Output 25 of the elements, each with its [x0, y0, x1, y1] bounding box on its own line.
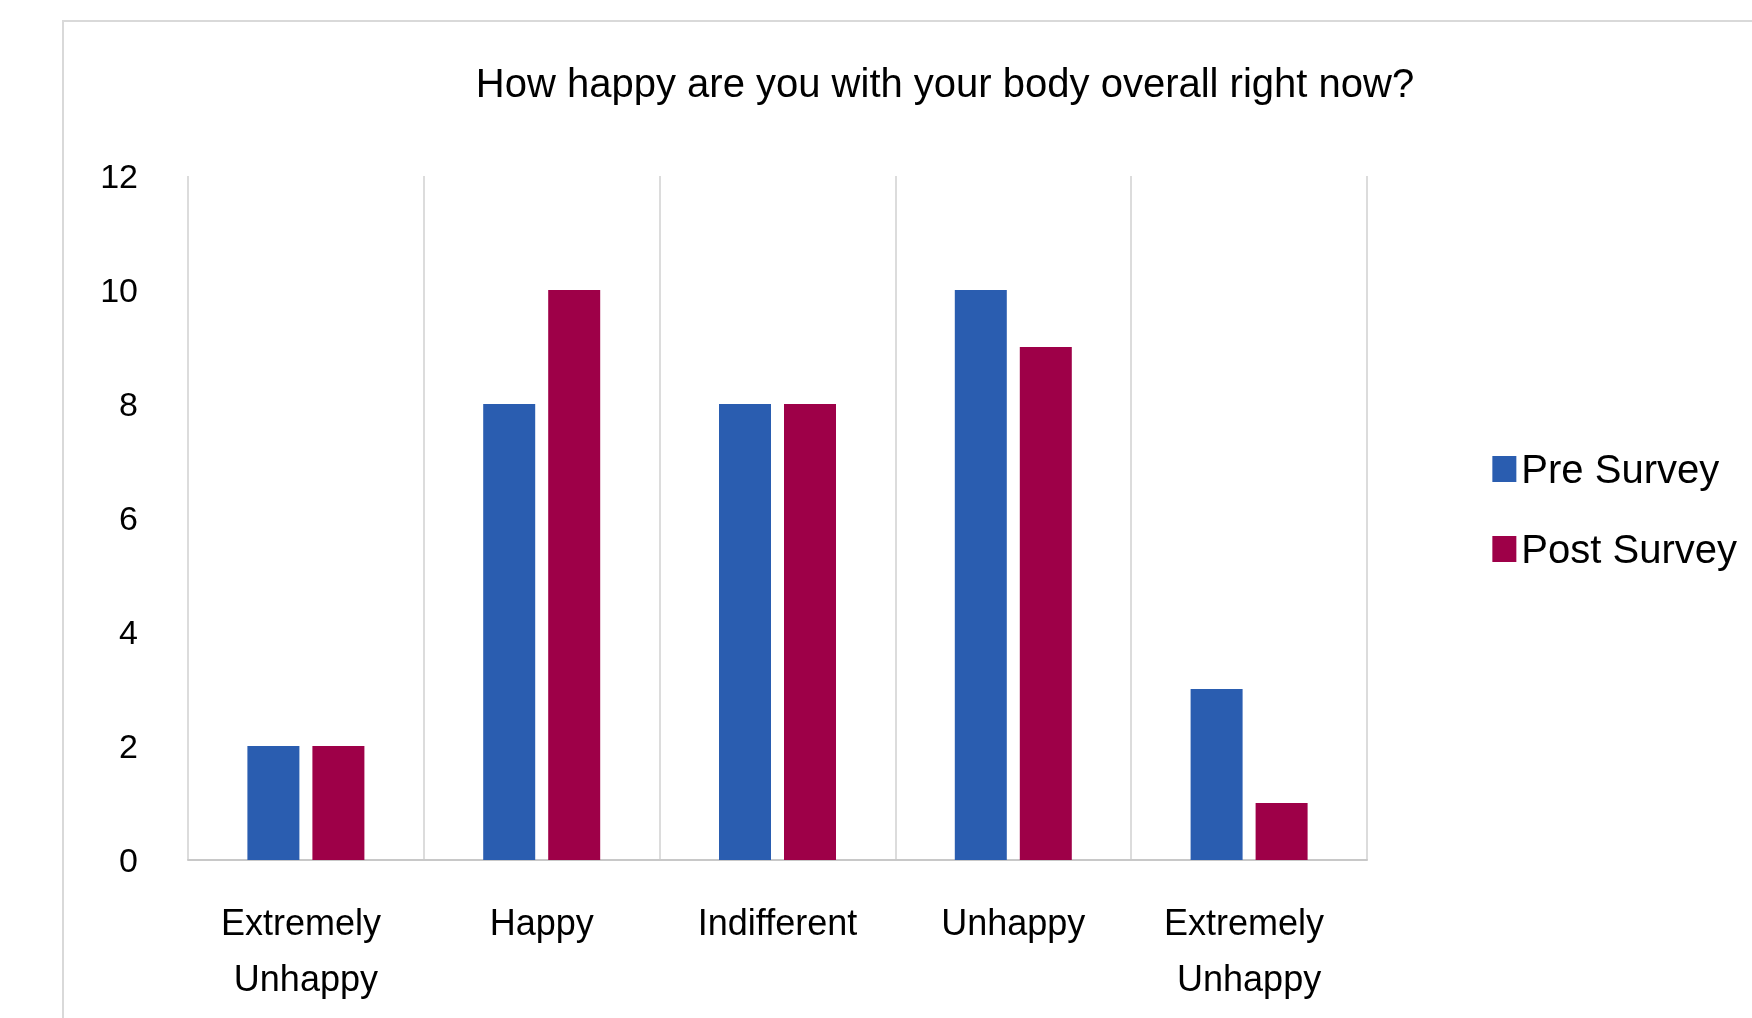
chart-title: How happy are you with your body overall right now? [475, 61, 1415, 105]
y-tick-label: 4 [119, 613, 138, 651]
bar [1190, 689, 1243, 860]
bar [312, 746, 365, 860]
bar [1019, 347, 1072, 860]
y-tick-label: 8 [119, 385, 138, 423]
y-tick-label: 10 [100, 271, 138, 309]
bar [1255, 803, 1308, 860]
x-tick-label: Extremely Unhappy [1164, 901, 1335, 999]
bar [247, 746, 300, 860]
bar [954, 290, 1007, 860]
y-tick-label: 6 [119, 499, 138, 537]
legend-label: Pre Survey [1521, 447, 1720, 491]
x-tick-label: Unhappy [941, 901, 1086, 943]
x-tick-label: Happy [489, 901, 594, 943]
bar [483, 404, 536, 860]
bar [548, 290, 601, 860]
bar [784, 404, 836, 860]
legend-label: Post Survey [1521, 527, 1738, 571]
x-tick-label: Extremely Unhappy [220, 901, 391, 999]
y-tick-label: 0 [119, 841, 138, 879]
bar [719, 404, 771, 860]
x-tick-label: Indifferent [697, 901, 858, 943]
y-tick-label: 2 [119, 727, 138, 765]
y-tick-label: 12 [100, 157, 138, 195]
